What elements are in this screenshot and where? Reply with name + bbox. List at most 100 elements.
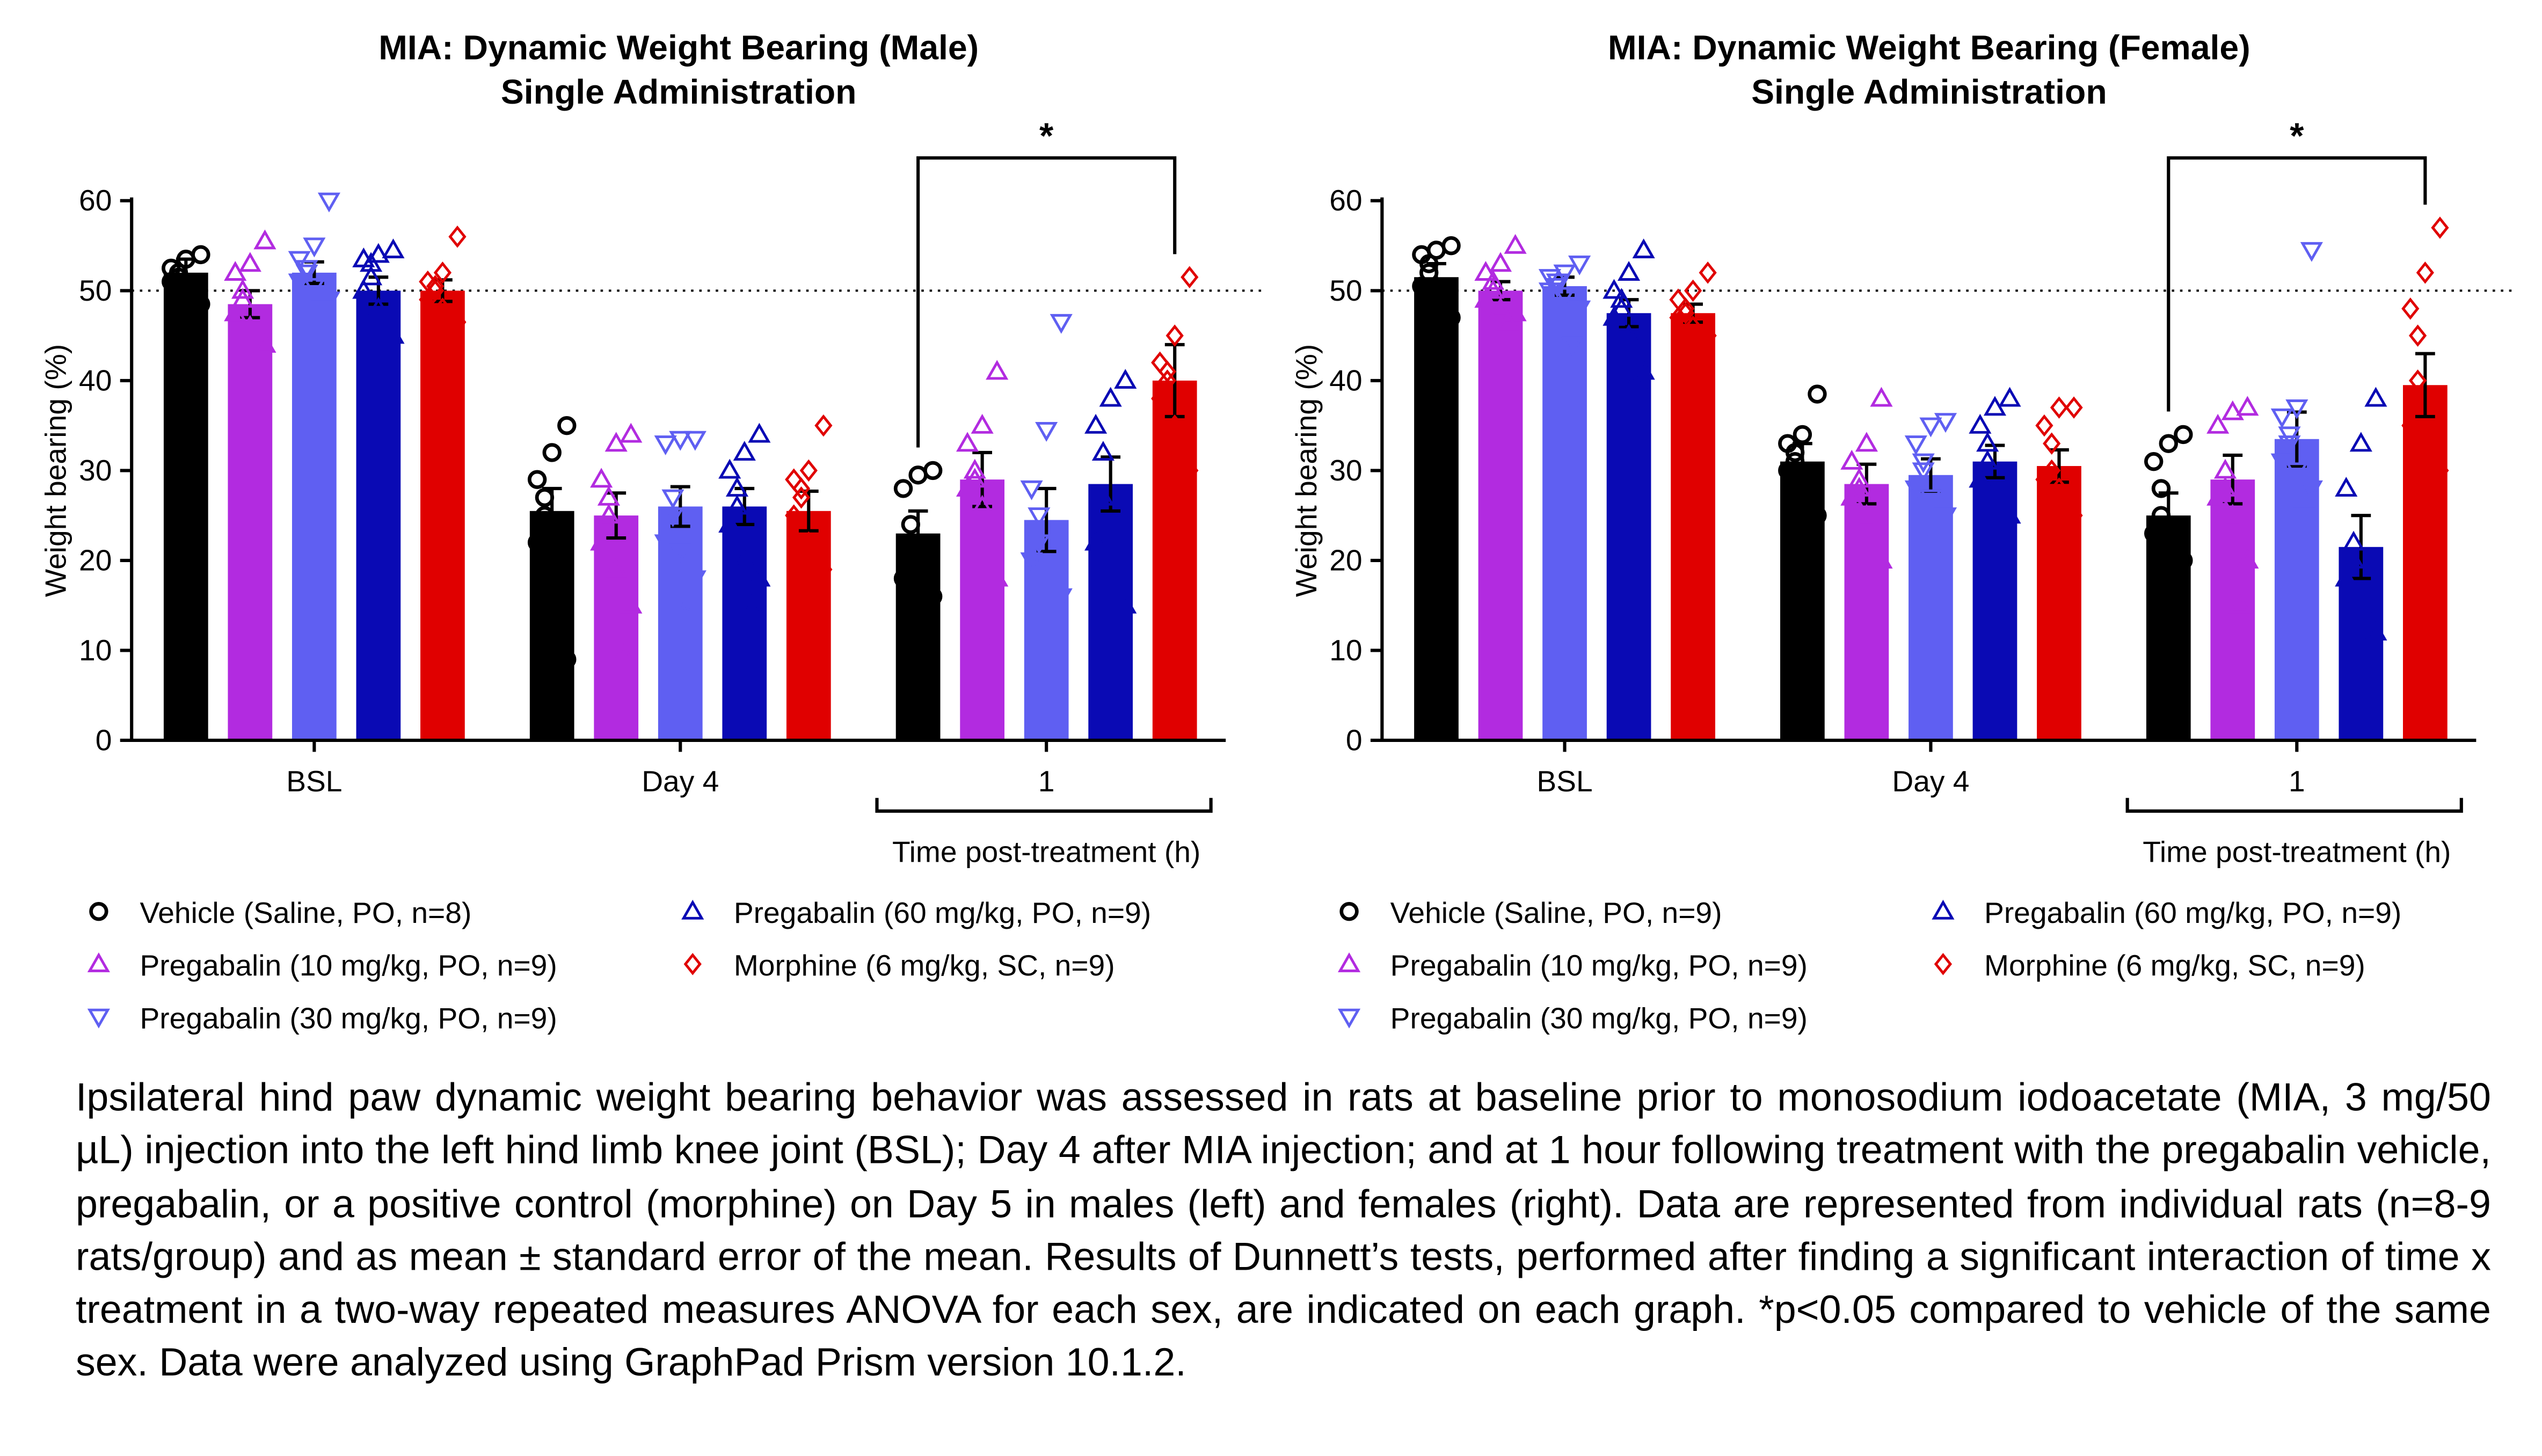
data-point xyxy=(1412,276,1431,296)
bar xyxy=(1542,286,1587,740)
data-point xyxy=(1181,266,1199,289)
data-point xyxy=(908,465,928,485)
data-point xyxy=(1855,432,1878,452)
data-point xyxy=(1084,530,1108,551)
legend-label: Pregabalin (10 mg/kg, PO, n=9) xyxy=(1390,949,1808,982)
data-point xyxy=(604,432,628,452)
data-point xyxy=(1778,461,1797,481)
data-point xyxy=(1699,261,1717,284)
legend-marker xyxy=(1337,952,1361,972)
data-point xyxy=(224,261,247,281)
data-point xyxy=(2228,593,2252,614)
data-point xyxy=(1691,333,1709,356)
x-tick-label: Day 4 xyxy=(1892,765,1969,798)
data-point xyxy=(1561,336,1584,356)
bar xyxy=(1844,484,1889,740)
group-bracket xyxy=(2125,798,2463,813)
data-point xyxy=(971,413,994,434)
data-point xyxy=(1035,421,1058,442)
legend-label: Vehicle (Saline, PO, n=8) xyxy=(140,896,471,929)
data-point xyxy=(1106,611,1130,632)
data-point xyxy=(542,443,562,462)
legend-marker xyxy=(683,952,702,975)
data-point xyxy=(231,288,254,308)
data-point xyxy=(1684,279,1702,302)
data-point xyxy=(1474,288,1497,308)
data-point xyxy=(1158,369,1177,392)
data-point xyxy=(807,576,825,599)
data-point xyxy=(2050,477,2068,500)
data-point xyxy=(1927,534,1950,555)
data-point xyxy=(448,225,467,248)
bar xyxy=(529,511,574,740)
bar xyxy=(1909,475,1953,740)
legend-label: Morphine (6 mg/kg, SC, n=9) xyxy=(734,949,1115,982)
data-point xyxy=(676,597,700,617)
data-point xyxy=(1489,252,1512,272)
chart-subtitle: Single Administration xyxy=(1751,72,2107,111)
legend-marker xyxy=(1932,899,1955,920)
data-point xyxy=(2401,297,2420,320)
data-point xyxy=(360,265,383,286)
legend-marker xyxy=(87,952,110,972)
data-point xyxy=(535,487,555,507)
data-point xyxy=(231,279,254,299)
data-point xyxy=(597,504,621,524)
data-point xyxy=(426,275,445,297)
data-point xyxy=(2151,506,2171,525)
data-point xyxy=(2364,387,2387,407)
y-tick-label: 40 xyxy=(79,363,112,397)
data-point xyxy=(1553,287,1576,307)
data-point xyxy=(253,333,276,353)
data-point xyxy=(2221,504,2244,524)
data-point xyxy=(1028,534,1051,555)
data-point xyxy=(1091,441,1115,461)
data-point xyxy=(683,431,706,451)
data-point xyxy=(740,593,763,614)
legend-label: Pregabalin (30 mg/kg, PO, n=9) xyxy=(140,1001,557,1035)
data-point xyxy=(2174,551,2193,570)
data-point xyxy=(1848,477,1871,497)
data-point xyxy=(1173,549,1191,572)
data-point xyxy=(527,533,547,552)
data-point xyxy=(604,557,628,578)
data-point xyxy=(1434,326,1453,345)
data-point xyxy=(590,468,613,488)
data-point xyxy=(2159,434,2178,453)
legend-marker xyxy=(681,899,704,920)
data-point xyxy=(1870,387,1893,407)
y-tick-label: 10 xyxy=(1329,634,1362,667)
legend-label: Pregabalin (60 mg/kg, PO, n=9) xyxy=(734,896,1151,929)
data-point xyxy=(1504,234,1527,254)
data-point xyxy=(382,238,405,259)
data-point xyxy=(2431,459,2449,482)
data-point xyxy=(433,261,452,284)
data-point xyxy=(1603,279,1626,299)
data-point xyxy=(382,324,405,344)
bar xyxy=(2274,439,2319,740)
data-point xyxy=(1625,369,1648,389)
data-point xyxy=(620,423,643,443)
data-point xyxy=(2166,578,2186,597)
data-point xyxy=(2221,400,2244,420)
data-point xyxy=(535,506,555,525)
data-point xyxy=(1969,468,1992,488)
data-point xyxy=(661,489,684,509)
data-point xyxy=(2035,468,2053,491)
y-tick-label: 50 xyxy=(1329,274,1362,307)
data-point xyxy=(374,355,397,375)
y-tick-label: 20 xyxy=(1329,543,1362,577)
bar xyxy=(960,479,1004,740)
bar xyxy=(228,304,273,740)
chart-title: MIA: Dynamic Weight Bearing (Female) xyxy=(1608,28,2250,67)
data-point xyxy=(1800,542,1819,561)
data-point xyxy=(1934,507,1957,527)
data-point xyxy=(1181,459,1199,482)
data-point xyxy=(1028,507,1051,527)
data-point xyxy=(1114,593,1137,614)
data-point xyxy=(1050,314,1073,334)
data-point xyxy=(176,281,196,301)
data-point xyxy=(1610,288,1633,308)
y-tick-label: 50 xyxy=(79,274,112,307)
data-point xyxy=(2300,480,2323,500)
